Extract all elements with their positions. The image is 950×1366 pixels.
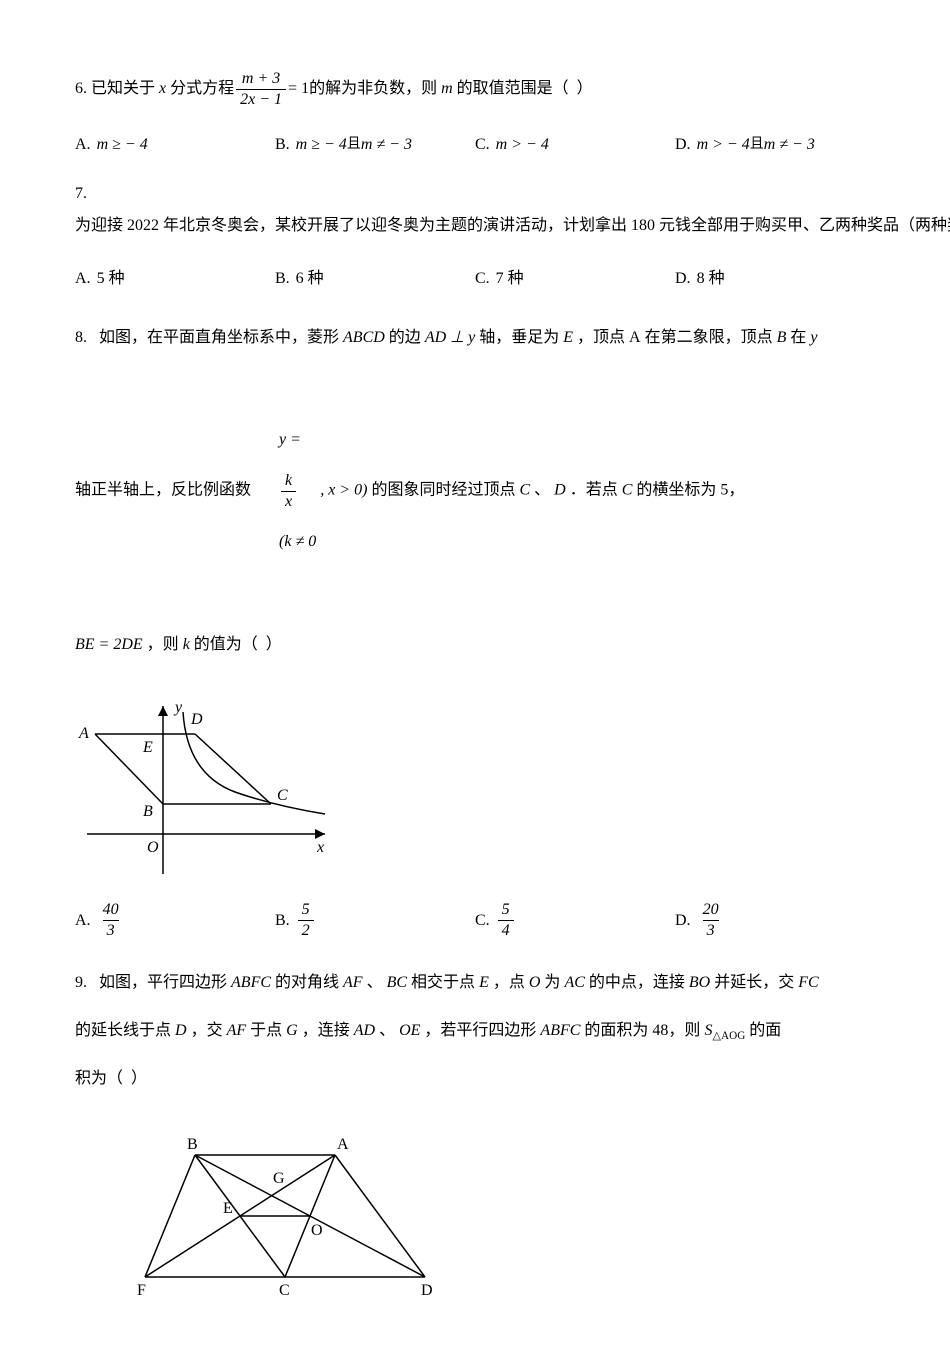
q6-mid2: 的解为非负数，则 [309, 70, 437, 108]
q6-text: 6. 已知关于 x 分式方程 m + 3 2x − 1 = 1 的解为非负数，则… [75, 70, 875, 108]
q9-num: 9. [75, 974, 87, 991]
q8-opt-c: C. 54 [475, 902, 675, 939]
q7-opt-a: A.5 种 [75, 266, 275, 292]
svg-text:O: O [147, 839, 159, 856]
svg-text:A: A [337, 1136, 349, 1153]
q8-options: A. 403 B. 52 C. 54 D. 203 [75, 902, 875, 939]
svg-text:D: D [190, 711, 203, 728]
q8-diagram: Ox y A D E B C [75, 694, 875, 893]
q6-opt-d: D. m > − 4 且 m ≠ − 3 [675, 132, 875, 158]
svg-text:E: E [223, 1200, 233, 1217]
q8-opt-b: B. 52 [275, 902, 475, 939]
q6-var2: m [441, 70, 453, 108]
q7-opt-b: B.6 种 [275, 266, 475, 292]
question-7: 7. 为迎接 2022 年北京冬奥会，某校开展了以迎冬奥为主题的演讲活动，计划拿… [75, 178, 875, 292]
svg-text:G: G [273, 1170, 285, 1187]
q7-options: A.5 种 B.6 种 C.7 种 D.8 种 [75, 266, 875, 292]
question-6: 6. 已知关于 x 分式方程 m + 3 2x − 1 = 1 的解为非负数，则… [75, 70, 875, 158]
question-8: 8. 如图，在平面直角坐标系中，菱形 ABCD 的边 AD ⊥ y 轴，垂足为 … [75, 312, 875, 940]
q8-opt-d: D. 203 [675, 902, 875, 939]
q7-body: 为迎接 2022 年北京冬奥会，某校开展了以迎冬奥为主题的演讲活动，计划拿出 1… [75, 217, 950, 234]
q8-text: 8. 如图，在平面直角坐标系中，菱形 ABCD 的边 AD ⊥ y 轴，垂足为 … [75, 312, 875, 670]
q6-mid1: 分式方程 [166, 70, 234, 108]
svg-text:x: x [316, 839, 324, 856]
q6-eq: = 1 [288, 70, 309, 108]
q6-var1: x [159, 70, 166, 108]
svg-text:D: D [421, 1282, 433, 1297]
svg-text:O: O [311, 1222, 323, 1239]
q9-diagram: F C D B A E O G [125, 1127, 875, 1306]
q6-options: A. m ≥ − 4 B. m ≥ − 4 且 m ≠ − 3 C. m > −… [75, 132, 875, 158]
q8-opt-a: A. 403 [75, 902, 275, 939]
question-9: 9. 如图，平行四边形 ABFC 的对角线 AF 、 BC 相交于点 E ，点 … [75, 959, 875, 1306]
svg-text:B: B [143, 803, 153, 820]
svg-text:E: E [142, 739, 153, 756]
q6-tail: 的取值范围是（ ） [457, 70, 593, 108]
q7-opt-c: C.7 种 [475, 266, 675, 292]
q6-pre: 已知关于 [91, 70, 155, 108]
svg-text:B: B [187, 1136, 198, 1153]
svg-text:A: A [78, 725, 89, 742]
svg-text:C: C [277, 787, 288, 804]
q7-text: 7. 为迎接 2022 年北京冬奥会，某校开展了以迎冬奥为主题的演讲活动，计划拿… [75, 178, 875, 242]
q6-frac: m + 3 2x − 1 [236, 71, 286, 108]
svg-text:F: F [137, 1282, 146, 1297]
q7-num: 7. [75, 185, 87, 202]
q6-opt-a: A. m ≥ − 4 [75, 132, 275, 158]
svg-text:C: C [279, 1282, 290, 1297]
q6-opt-b: B. m ≥ − 4 且 m ≠ − 3 [275, 132, 475, 158]
q6-opt-c: C. m > − 4 [475, 132, 675, 158]
q6-num: 6. [75, 70, 87, 108]
q7-opt-d: D.8 种 [675, 266, 875, 292]
svg-text:y: y [173, 699, 183, 716]
q9-text: 9. 如图，平行四边形 ABFC 的对角线 AF 、 BC 相交于点 E ，点 … [75, 959, 875, 1103]
q8-num: 8. [75, 329, 87, 346]
